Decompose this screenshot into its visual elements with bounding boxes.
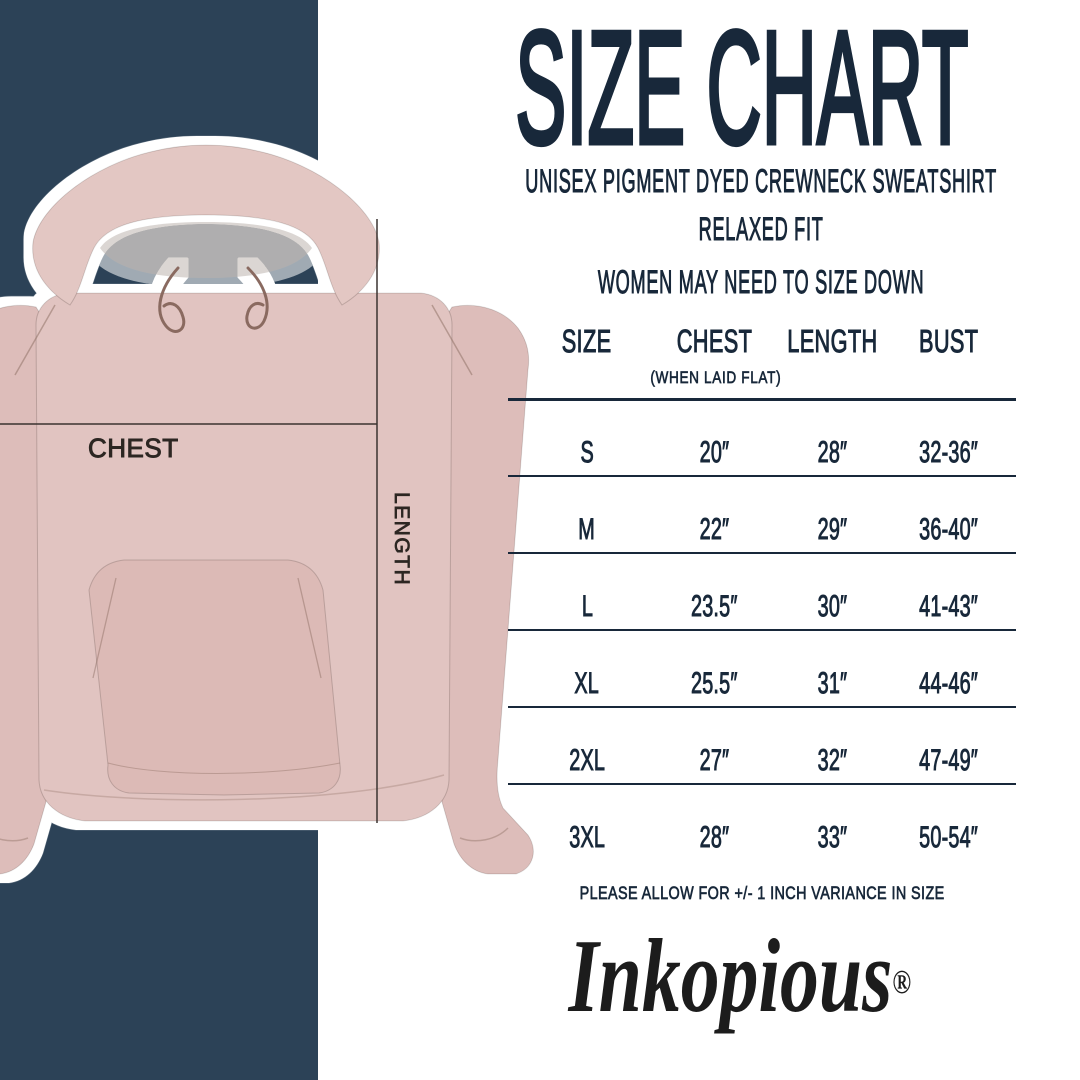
svg-text:LENGTH: LENGTH [390,492,413,586]
svg-text:CHEST: CHEST [88,433,179,463]
